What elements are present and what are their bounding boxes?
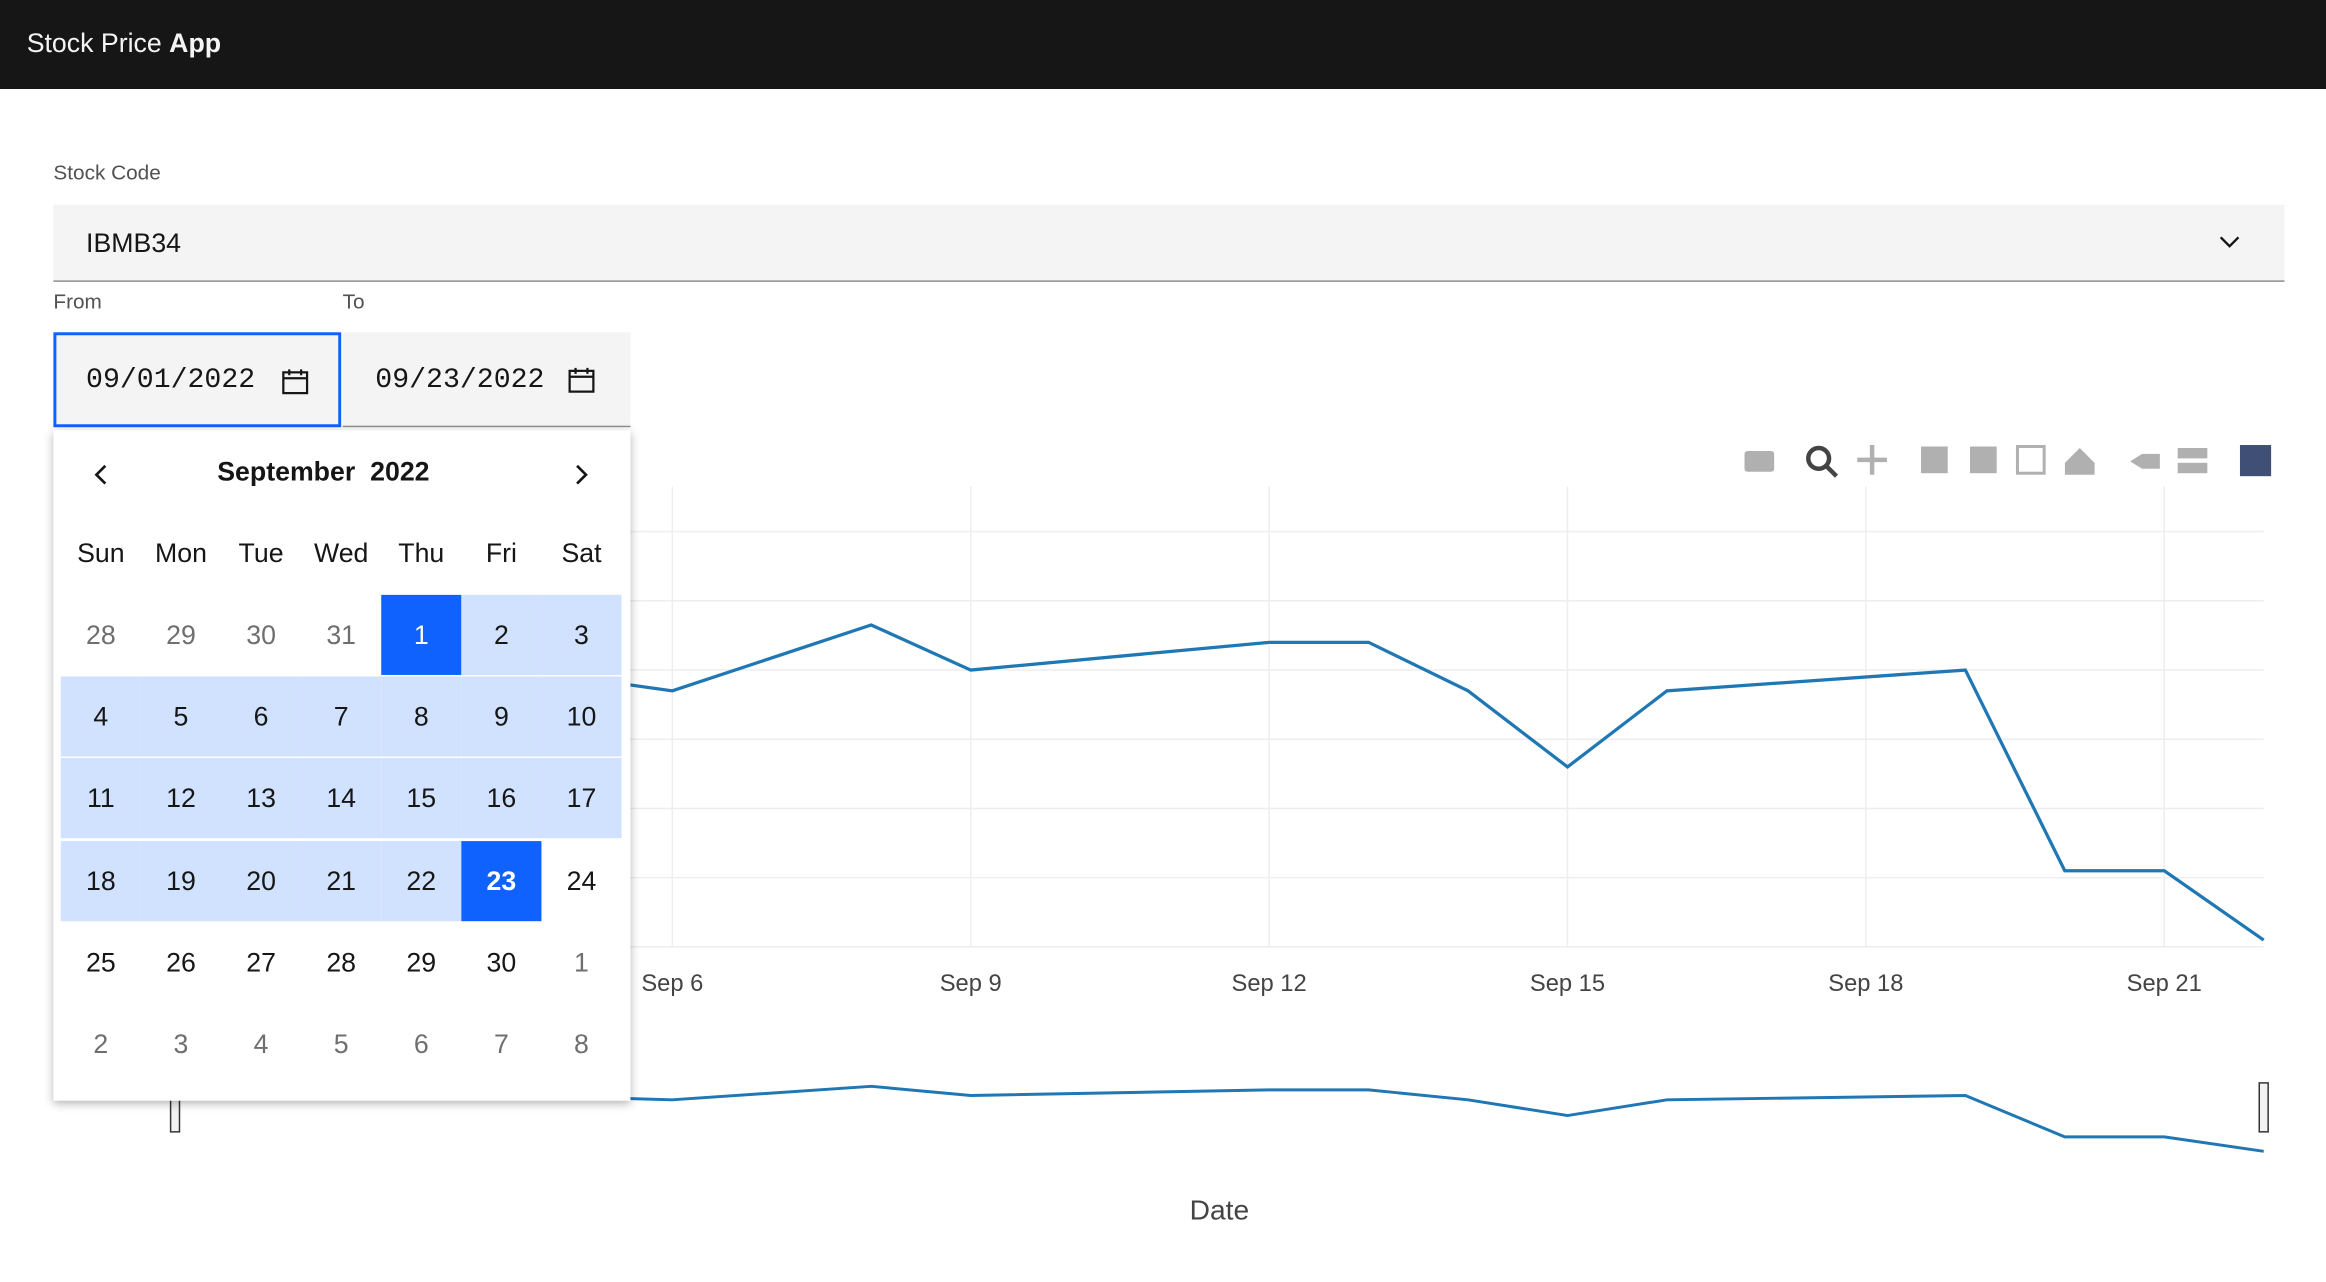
- x-tick-label: Sep 21: [2127, 971, 2202, 997]
- day[interactable]: 23: [461, 840, 542, 921]
- compare-icon[interactable]: [2177, 447, 2208, 459]
- pan-icon[interactable]: [1857, 445, 1887, 475]
- calendar-icon: [568, 367, 595, 393]
- day[interactable]: 29: [166, 620, 196, 650]
- day[interactable]: 8: [381, 676, 462, 757]
- plotly-logo[interactable]: [2239, 445, 2272, 477]
- x-tick-label: Sep 6: [641, 971, 703, 997]
- home-icon[interactable]: [2064, 447, 2095, 475]
- weekday: Mon: [154, 538, 207, 569]
- day[interactable]: 13: [221, 758, 302, 839]
- day[interactable]: 16: [461, 758, 542, 839]
- from-date-input[interactable]: 09/01/2022: [53, 332, 342, 428]
- weekday: Sat: [561, 538, 602, 569]
- day[interactable]: 21: [301, 840, 382, 921]
- from-label: From: [53, 289, 102, 314]
- day[interactable]: 19: [140, 840, 222, 921]
- zoom-in-icon[interactable]: [1921, 446, 1948, 474]
- stock-code-label: Stock Code: [53, 160, 161, 184]
- day[interactable]: 4: [60, 676, 141, 757]
- day[interactable]: 3: [173, 1029, 189, 1060]
- stock-select-value: IBMB34: [86, 228, 182, 259]
- to-date: 09/23/2022: [375, 363, 545, 397]
- weekday: Tue: [238, 538, 284, 569]
- day[interactable]: 18: [60, 840, 141, 921]
- next-month[interactable]: [573, 463, 591, 487]
- day[interactable]: 11: [60, 758, 141, 839]
- app-header: Stock Price App: [0, 0, 2326, 90]
- day[interactable]: 17: [541, 758, 622, 839]
- day[interactable]: 14: [301, 758, 382, 839]
- day[interactable]: 2: [93, 1029, 109, 1060]
- day[interactable]: 20: [221, 840, 302, 921]
- prev-month[interactable]: [92, 463, 110, 487]
- x-tick-label: Sep 12: [1232, 971, 1307, 997]
- day[interactable]: 3: [541, 594, 622, 675]
- day[interactable]: 22: [381, 840, 462, 921]
- day[interactable]: 10: [541, 676, 622, 757]
- weekday: Fri: [485, 538, 517, 569]
- day[interactable]: 6: [413, 1029, 429, 1060]
- day[interactable]: 28: [326, 947, 357, 978]
- month: September: [217, 456, 356, 487]
- from-date: 09/01/2022: [86, 363, 256, 397]
- spike-icon[interactable]: [2130, 453, 2160, 469]
- autoscale-icon[interactable]: [2015, 445, 2046, 475]
- zoom-out-icon[interactable]: [1969, 446, 1997, 474]
- weekday: Sun: [77, 538, 125, 569]
- app-title: Stock Price: [26, 28, 162, 58]
- day[interactable]: 12: [140, 758, 222, 839]
- day[interactable]: 5: [333, 1029, 349, 1060]
- day[interactable]: 5: [140, 676, 222, 757]
- to-date-input[interactable]: 09/23/2022: [342, 332, 631, 428]
- day[interactable]: 4: [253, 1029, 269, 1060]
- camera-icon[interactable]: [1744, 450, 1775, 472]
- calendar-month-year: September 2022: [53, 457, 593, 488]
- x-axis-title: Date: [1190, 1193, 1250, 1225]
- x-tick-label: Sep 18: [1828, 971, 1903, 997]
- day[interactable]: 2: [461, 594, 542, 675]
- day[interactable]: 28: [86, 620, 116, 650]
- day[interactable]: 15: [381, 758, 462, 839]
- day[interactable]: 8: [574, 1029, 589, 1060]
- weekday: Thu: [398, 538, 445, 569]
- day[interactable]: 6: [221, 676, 302, 757]
- day[interactable]: 1: [381, 594, 462, 675]
- modebar: [1744, 445, 2272, 478]
- calendar-icon: [282, 369, 309, 395]
- day[interactable]: 30: [486, 947, 517, 978]
- stock-select[interactable]: IBMB34: [53, 204, 2285, 282]
- calendar-popup: September 2022 Sun Mon Tue Wed Thu Fri Sat 28 29…: [53, 430, 631, 1101]
- day[interactable]: 27: [246, 947, 276, 978]
- day[interactable]: 31: [326, 620, 357, 650]
- chevron: [2219, 236, 2240, 248]
- day[interactable]: 7: [301, 676, 382, 757]
- day[interactable]: 25: [86, 947, 116, 978]
- to-label: To: [342, 289, 365, 314]
- app-title-bold: App: [169, 28, 222, 58]
- day[interactable]: 26: [166, 947, 196, 978]
- year: 2022: [370, 456, 430, 487]
- range-slider-handle: [2258, 1082, 2269, 1133]
- weekday: Wed: [313, 538, 369, 569]
- day[interactable]: 9: [461, 676, 542, 757]
- zoom-icon[interactable]: [1806, 445, 1832, 471]
- day[interactable]: 29: [406, 947, 437, 978]
- day[interactable]: 7: [493, 1029, 509, 1060]
- day[interactable]: 24: [566, 865, 597, 896]
- x-tick-label: Sep 15: [1530, 971, 1605, 997]
- day[interactable]: 1: [574, 947, 589, 978]
- day[interactable]: 30: [246, 620, 276, 650]
- x-tick-label: Sep 9: [940, 971, 1002, 997]
